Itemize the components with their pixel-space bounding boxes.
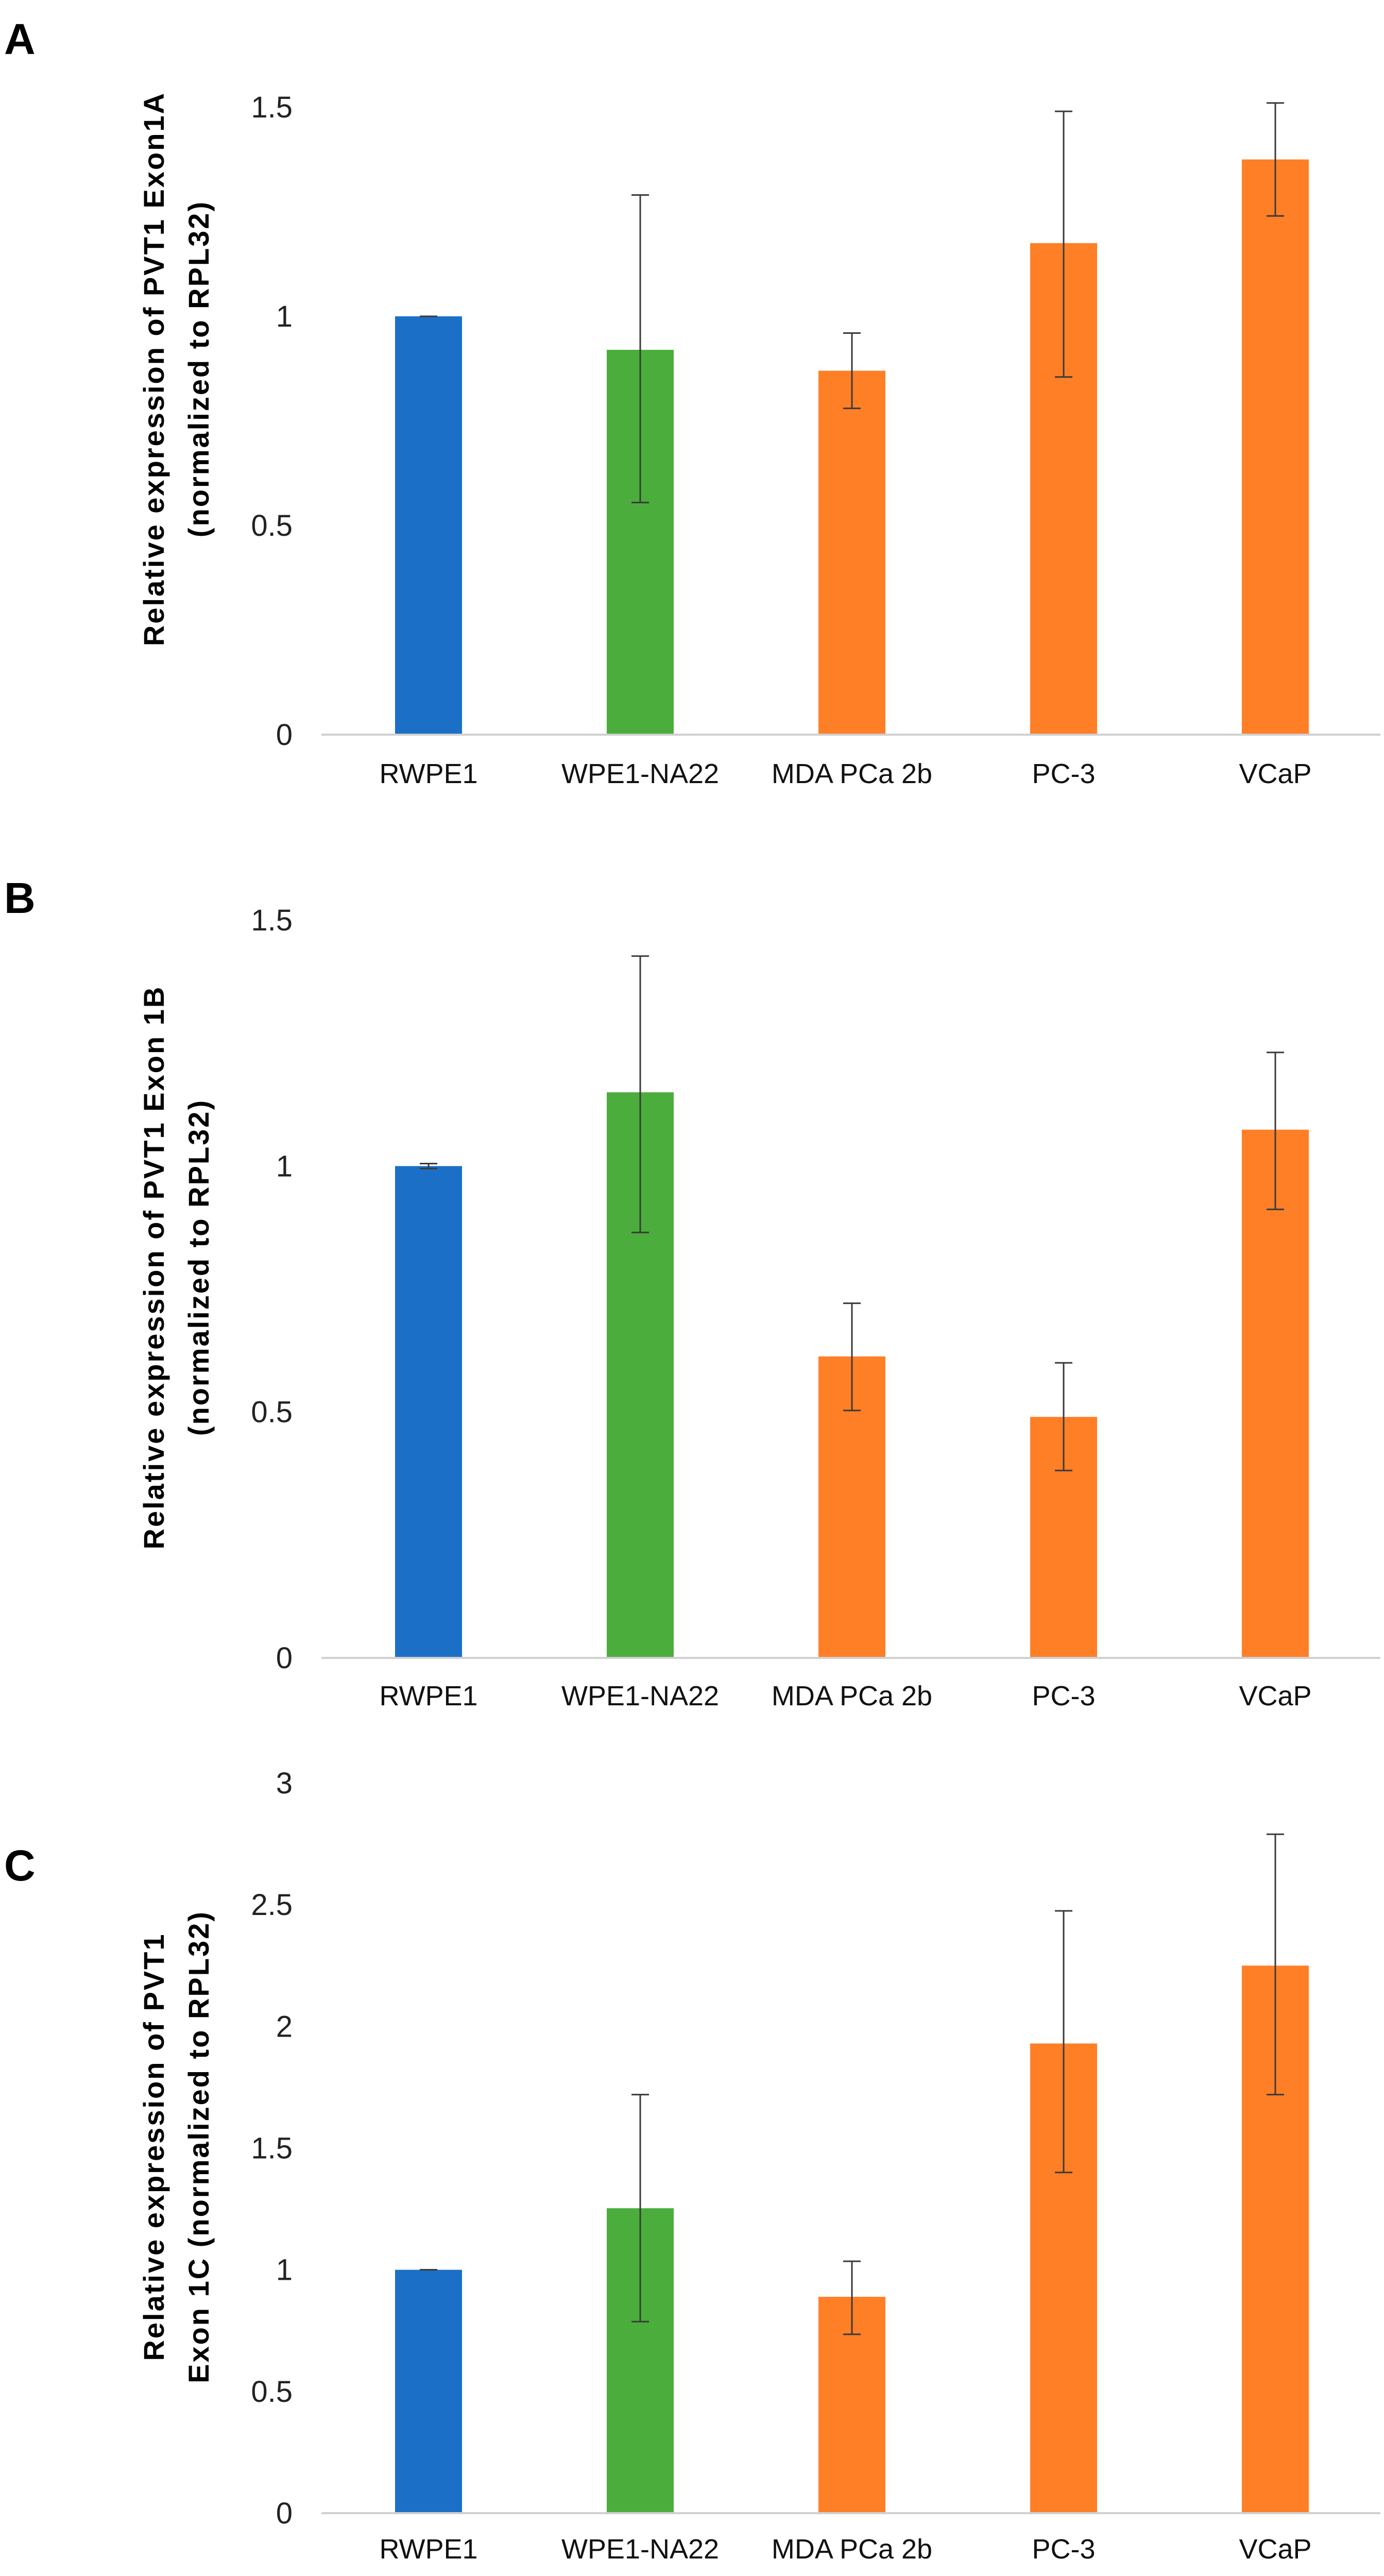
x-tick-label: RWPE1 (379, 758, 477, 789)
y-axis-title-line: Relative expression of PVT1 Exon 1B (138, 986, 170, 1550)
error-bar (631, 194, 649, 503)
panel-label: C (4, 1841, 36, 1890)
bar-rwpe1 (395, 1166, 462, 1658)
error-bar (631, 955, 649, 1233)
y-tick-label: 0 (276, 718, 293, 752)
x-tick-label: VCaP (1239, 2534, 1311, 2565)
x-tick-label: PC-3 (1032, 2534, 1095, 2565)
y-tick-label: 3 (276, 1767, 293, 1800)
x-tick-label: MDA PCa 2b (772, 2534, 932, 2565)
x-tick-label: RWPE1 (379, 1681, 477, 1711)
y-axis-title-line: Relative expression of PVT1 (138, 1933, 170, 2361)
y-axis-title-line: Relative expression of PVT1 Exon1A (138, 92, 170, 646)
error-bar (1055, 1910, 1072, 2174)
x-tick-label: WPE1-NA22 (561, 1681, 719, 1711)
error-bar (1055, 1362, 1072, 1471)
y-tick-label: 1 (276, 1149, 293, 1183)
error-bar (1267, 102, 1284, 217)
error-bar (843, 2260, 861, 2335)
error-bar (843, 332, 861, 410)
y-axis-title-line: (normalized to RPL32) (182, 1099, 215, 1436)
y-tick-label: 0.5 (251, 1396, 293, 1429)
x-tick-label: RWPE1 (379, 2534, 477, 2565)
error-bar (420, 1163, 437, 1170)
x-tick-label: MDA PCa 2b (772, 1681, 932, 1711)
x-tick-label: PC-3 (1032, 1681, 1095, 1711)
chart-panel-b: B 0 0.5 1 1.5 Relative expression of PVT1 Exo… (4, 874, 1380, 1711)
bar-rwpe1 (395, 2269, 462, 2513)
x-tick-label: MDA PCa 2b (772, 758, 932, 789)
chart-panel-c: C 0 0.5 1 1.5 2 2.5 3 Relative expression of PVT… (4, 1767, 1380, 2565)
error-bar (1055, 110, 1072, 378)
x-tick-label: WPE1-NA22 (561, 758, 719, 789)
y-tick-label: 0.5 (251, 509, 293, 543)
bar-vcap (1242, 159, 1309, 735)
x-tick-label: WPE1-NA22 (561, 2534, 719, 2565)
x-tick-label: PC-3 (1032, 758, 1095, 789)
y-tick-label: 1.5 (251, 2132, 293, 2165)
panel-label: B (4, 874, 36, 922)
y-axis-title: Relative expression of PVT1 Exon 1C (norm… (138, 1910, 215, 2383)
error-bar (1267, 1052, 1284, 1210)
error-bar (843, 1302, 861, 1412)
bar-mda-pca-2b (818, 370, 885, 735)
y-tick-label: 2.5 (251, 1888, 293, 1922)
x-tick-label: VCaP (1239, 758, 1311, 789)
bar-vcap (1242, 1129, 1309, 1658)
x-tick-label: VCaP (1239, 1681, 1311, 1711)
y-tick-label: 0 (276, 2497, 293, 2530)
y-tick-label: 1 (276, 300, 293, 333)
y-axis-title-line: (normalized to RPL32) (182, 200, 215, 537)
y-tick-label: 0 (276, 1641, 293, 1675)
chart-panel-a: A 0 0.5 1 1.5 Relative expression of PVT1 Exo… (4, 15, 1380, 789)
y-axis-title-line: Exon 1C (normalized to RPL32) (182, 1910, 215, 2383)
y-tick-label: 1 (276, 2253, 293, 2287)
y-tick-label: 1.5 (251, 904, 293, 937)
y-axis-title: Relative expression of PVT1 Exon 1B (norm… (138, 986, 215, 1550)
panel-label: A (4, 15, 36, 63)
error-bar (1267, 1833, 1284, 2096)
y-tick-label: 0.5 (251, 2375, 293, 2409)
y-axis-title: Relative expression of PVT1 Exon1A (norma… (138, 92, 215, 646)
bar-rwpe1 (395, 316, 462, 735)
error-bar (631, 2094, 649, 2323)
y-tick-label: 2 (276, 2010, 293, 2043)
y-tick-label: 1.5 (251, 91, 293, 124)
